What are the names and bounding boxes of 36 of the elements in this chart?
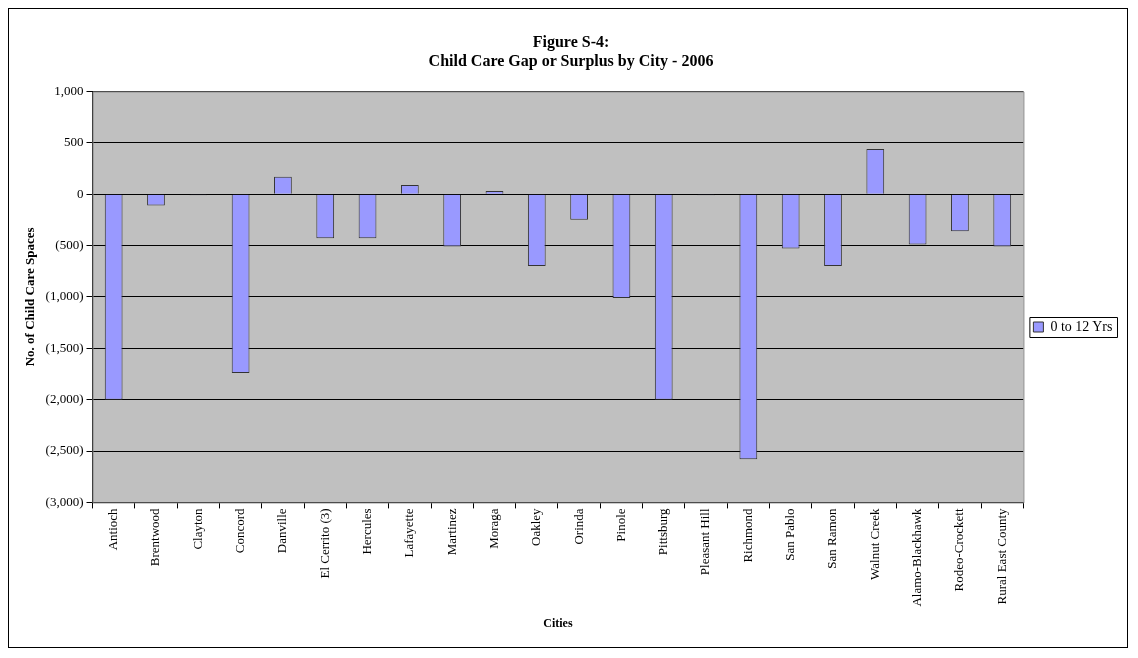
text: Figure S-4: bbox=[532, 32, 610, 50]
x-tick-label: Martinez bbox=[443, 508, 459, 556]
x-tick-label: Brentwood bbox=[147, 507, 163, 567]
x-tick-label: Concord bbox=[232, 507, 248, 554]
x-tick-label: Pittsburg bbox=[655, 507, 671, 556]
x-tick-label: Alamo-Blackhawk bbox=[909, 507, 925, 607]
legend-label: 0 to 12 Yrs bbox=[1050, 318, 1113, 334]
x-axis-title: Cities bbox=[543, 615, 573, 630]
y-tick-label: (500) bbox=[55, 236, 84, 252]
x-tick-label: San Pablo bbox=[782, 508, 798, 561]
y-tick-label: 0 bbox=[77, 185, 84, 201]
y-tick-label: (2,000) bbox=[45, 391, 84, 407]
y-tick-label: (2,500) bbox=[45, 442, 84, 458]
x-tick-label: Danville bbox=[274, 508, 290, 554]
x-tick-label: Walnut Creek bbox=[866, 507, 882, 580]
x-tick-label: Moraga bbox=[485, 508, 501, 549]
x-tick-label: Orinda bbox=[570, 508, 586, 545]
y-tick-label: 1,000 bbox=[54, 82, 84, 98]
x-tick-label: Rural East County bbox=[993, 507, 1009, 605]
y-axis-title: No. of Child Care Spaces bbox=[22, 227, 38, 367]
y-tick-label: (3,000) bbox=[45, 493, 84, 509]
y-tick-label: (1,500) bbox=[45, 339, 84, 355]
x-tick-label: Pleasant Hill bbox=[697, 508, 713, 576]
x-tick-label: Oakley bbox=[528, 507, 544, 546]
x-tick-label: Pinole bbox=[612, 508, 628, 542]
x-tick-label: Rodeo-Crockett bbox=[951, 508, 967, 592]
x-tick-label: Richmond bbox=[739, 507, 755, 563]
y-tick-label: 500 bbox=[64, 134, 84, 150]
x-tick-label: San Ramon bbox=[824, 507, 840, 569]
text: Child Care Gap or Surplus by City - 2006 bbox=[428, 51, 714, 69]
x-tick-label: El Cerrito (3) bbox=[316, 508, 332, 579]
y-tick-label: (1,000) bbox=[45, 288, 84, 304]
x-tick-label: Hercules bbox=[358, 508, 374, 555]
x-tick-label: Lafayette bbox=[401, 508, 417, 558]
x-tick-label: Antioch bbox=[105, 507, 121, 551]
x-tick-label: Clayton bbox=[189, 507, 205, 550]
